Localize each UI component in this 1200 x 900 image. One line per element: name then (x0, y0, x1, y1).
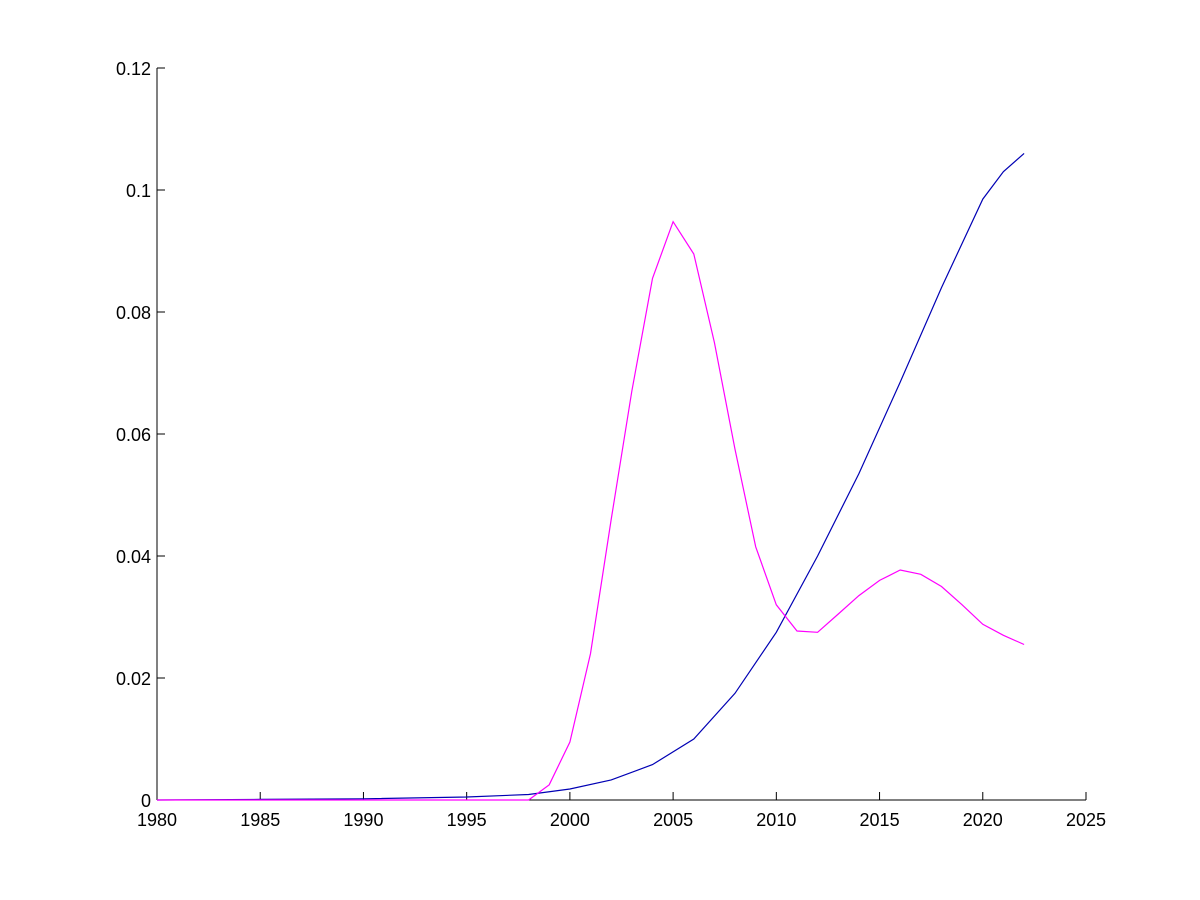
series-lines (156, 152, 1025, 801)
y-tick-label: 0.06 (116, 425, 151, 445)
x-tick-label: 1990 (343, 810, 383, 830)
axes (156, 68, 1086, 801)
y-tick-label: 0.02 (116, 669, 151, 689)
series-line-2 (157, 220, 1025, 801)
ticks: 1980 1985 1990 1995 2000 2005 2010 2015 2020 2025… (116, 59, 1106, 830)
x-tick-label: 1985 (240, 810, 280, 830)
y-tick-label: 0 (141, 791, 151, 811)
x-tick-label: 2010 (756, 810, 796, 830)
x-tick-label: 2020 (963, 810, 1003, 830)
x-tick-label: 2025 (1066, 810, 1106, 830)
y-tick-label: 0.12 (116, 59, 151, 79)
x-tick-label: 1980 (137, 810, 177, 830)
y-tick-label: 0.04 (116, 547, 151, 567)
x-tick-label: 1995 (447, 810, 487, 830)
y-tick-label: 0.1 (126, 181, 151, 201)
series-line-1 (156, 152, 1025, 801)
x-tick-label: 2015 (860, 810, 900, 830)
x-tick-label: 2000 (550, 810, 590, 830)
x-tick-label: 2005 (653, 810, 693, 830)
y-tick-label: 0.08 (116, 303, 151, 323)
